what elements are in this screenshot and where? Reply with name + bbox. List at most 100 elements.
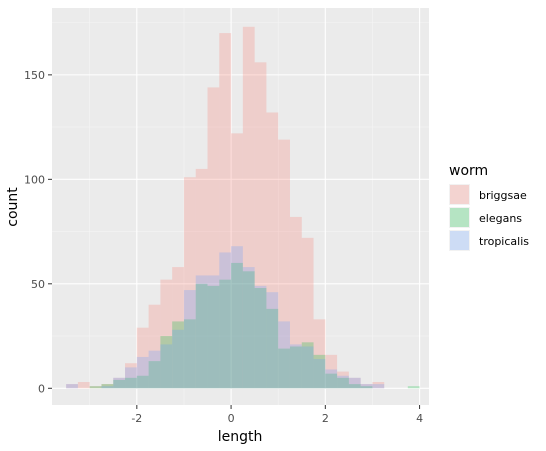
bar-briggsae (101, 384, 114, 389)
bar-briggsae (242, 26, 255, 389)
legend: worm briggsae elegans tropicalis (449, 163, 529, 251)
bar-tropicalis (325, 369, 338, 389)
bar-elegans (407, 386, 420, 389)
bar-briggsae (219, 33, 232, 389)
y-axis-title: count (5, 187, 21, 227)
bar-briggsae (301, 237, 314, 389)
grid-minor (52, 8, 429, 405)
bar-tropicalis (125, 367, 137, 389)
legend-key-tropicalis (450, 231, 469, 250)
bar-elegans (148, 361, 161, 389)
bar-briggsae (337, 371, 349, 389)
legend-key-bg-tropicalis (449, 230, 470, 251)
bar-tropicalis (101, 386, 114, 389)
bar-elegans (195, 283, 208, 389)
legend-label-tropicalis: tropicalis (479, 235, 529, 248)
bar-elegans (172, 321, 184, 389)
bar-elegans (160, 336, 173, 389)
bar-tropicalis (113, 377, 126, 389)
bar-briggsae (125, 363, 137, 389)
bar-briggsae (254, 62, 267, 389)
y-tick-label: 100 (24, 173, 45, 186)
bar-tropicalis (183, 290, 196, 389)
legend-key-bg-elegans (449, 207, 470, 228)
y-axis-ticks: 0 50 100 150 (24, 69, 52, 395)
bar-tropicalis (348, 377, 361, 389)
y-tick-label: 0 (38, 382, 45, 395)
y-tick-label: 150 (24, 69, 45, 82)
x-tick-label: 2 (322, 412, 329, 425)
bar-briggsae (313, 319, 326, 389)
x-axis-title: length (218, 429, 263, 445)
x-tick-label: 0 (228, 412, 235, 425)
bar-briggsae (278, 139, 290, 389)
bar-elegans (136, 375, 149, 389)
bar-elegans (266, 308, 279, 389)
legend-items: briggsae elegans tropicalis (449, 184, 529, 251)
bar-tropicalis (231, 246, 243, 389)
bar-briggsae (183, 177, 196, 389)
legend-title: worm (449, 163, 488, 179)
bar-tropicalis (219, 252, 232, 389)
bar-elegans (325, 373, 338, 389)
bar-tropicalis (278, 321, 290, 389)
bar-briggsae (325, 354, 338, 389)
bar-tropicalis (207, 275, 220, 389)
bar-elegans (242, 271, 255, 389)
bars (66, 26, 420, 389)
bar-elegans (360, 386, 373, 389)
bar-elegans (301, 342, 314, 389)
bar-briggsae (207, 87, 220, 389)
bar-briggsae (136, 327, 149, 389)
bar-elegans (207, 285, 220, 389)
bar-tropicalis (160, 344, 173, 389)
bar-briggsae (77, 382, 90, 389)
bar-tropicalis (242, 267, 255, 389)
bar-tropicalis (254, 285, 267, 389)
bar-tropicalis (66, 384, 78, 389)
bar-elegans (337, 377, 349, 389)
bar-tropicalis (289, 344, 302, 389)
bar-briggsae (289, 216, 302, 389)
bar-tropicalis (172, 329, 184, 389)
bar-briggsae (360, 384, 373, 389)
bar-tropicalis (337, 375, 349, 389)
bar-elegans (183, 319, 196, 389)
bar-tropicalis (372, 384, 385, 389)
bar-elegans (278, 348, 290, 389)
bar-elegans (89, 386, 102, 389)
bar-briggsae (372, 382, 385, 389)
grid-major (52, 8, 429, 405)
legend-label-elegans: elegans (479, 212, 522, 225)
y-tick-label: 50 (31, 278, 45, 291)
bar-elegans (254, 287, 267, 389)
plot-panel (52, 8, 429, 405)
bar-briggsae (113, 377, 126, 389)
legend-key-bg-briggsae (449, 184, 470, 205)
bar-elegans (113, 379, 126, 389)
bar-briggsae (148, 304, 161, 389)
bar-briggsae (348, 377, 361, 389)
bar-elegans (231, 262, 243, 389)
bar-briggsae (160, 279, 173, 389)
bar-briggsae (266, 112, 279, 389)
x-axis-ticks: -2 0 2 4 (131, 405, 423, 425)
bar-tropicalis (148, 350, 161, 389)
legend-key-elegans (450, 208, 469, 227)
x-tick-label: 4 (416, 412, 423, 425)
bar-tropicalis (301, 346, 314, 389)
bar-elegans (101, 384, 114, 389)
bar-elegans (348, 384, 361, 389)
legend-label-briggsae: briggsae (479, 189, 527, 202)
bar-briggsae (195, 168, 208, 389)
bar-briggsae (231, 133, 243, 389)
bar-tropicalis (136, 356, 149, 389)
bar-elegans (313, 354, 326, 389)
x-tick-label: -2 (131, 412, 142, 425)
legend-key-briggsae (450, 185, 469, 204)
bar-elegans (289, 346, 302, 389)
bar-tropicalis (266, 292, 279, 389)
bar-briggsae (66, 384, 78, 389)
bar-briggsae (172, 267, 184, 389)
